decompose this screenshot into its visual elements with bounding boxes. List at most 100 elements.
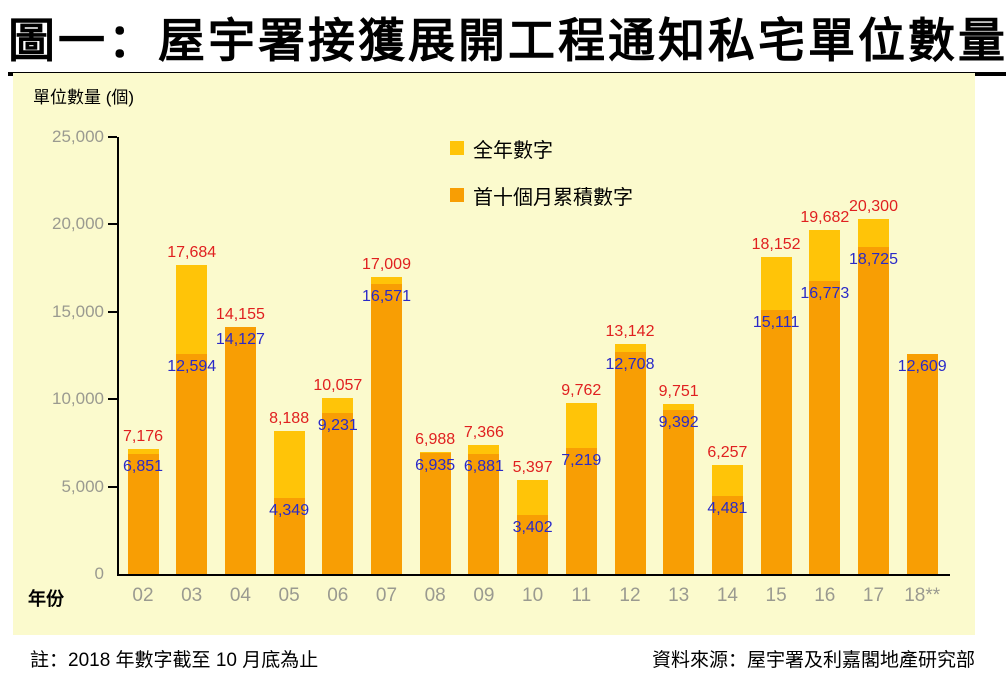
bar-first-ten-months-segment bbox=[176, 353, 208, 574]
bar-full-year-segment bbox=[468, 445, 500, 454]
x-tick-label: 03 bbox=[181, 585, 203, 606]
bar-full-year-segment bbox=[176, 264, 208, 354]
y-tick-mark bbox=[108, 136, 117, 138]
x-axis-line bbox=[117, 574, 950, 576]
bar-full-year-segment bbox=[322, 398, 354, 413]
bar-first-ten-months-segment bbox=[419, 452, 451, 574]
bar-full-year-segment bbox=[809, 229, 841, 281]
x-tick-label: 02 bbox=[132, 585, 154, 606]
bar-first-ten-months-segment bbox=[614, 351, 646, 574]
value-label-first-ten-months: 3,402 bbox=[512, 518, 553, 536]
bar-first-ten-months-segment bbox=[127, 454, 159, 574]
x-tick-label: 18** bbox=[904, 585, 941, 606]
legend-swatch-first-ten-months-icon bbox=[450, 188, 464, 202]
bar-first-ten-months-segment bbox=[565, 447, 597, 574]
value-label-full-year: 17,684 bbox=[167, 243, 217, 261]
value-label-first-ten-months: 9,392 bbox=[658, 413, 699, 431]
value-label-full-year: 19,682 bbox=[800, 208, 850, 226]
value-label-full-year: 7,176 bbox=[122, 427, 164, 445]
bar-first-ten-months-segment bbox=[322, 412, 354, 574]
legend-label-first-ten-months: 首十個月累積數字 bbox=[473, 186, 633, 209]
footnote: 註：2018 年數字截至 10 月底為止 bbox=[30, 650, 319, 671]
y-tick-mark bbox=[108, 398, 117, 401]
bar-full-year-segment bbox=[614, 344, 646, 352]
legend-swatch-full-year-icon bbox=[450, 141, 464, 155]
value-label-full-year: 5,397 bbox=[512, 458, 553, 476]
x-tick-label: 15 bbox=[765, 585, 787, 606]
value-label-first-ten-months: 6,881 bbox=[463, 457, 504, 475]
value-label-full-year: 14,155 bbox=[215, 305, 265, 323]
y-tick-mark bbox=[108, 485, 117, 488]
x-tick-label: 07 bbox=[375, 585, 398, 606]
x-axis-title: 年份 bbox=[28, 589, 64, 609]
x-tick-label: 13 bbox=[668, 585, 690, 606]
bar-first-ten-months-segment bbox=[224, 327, 256, 574]
y-tick-label: 5,000 bbox=[61, 476, 104, 496]
y-tick-label: 25,000 bbox=[52, 127, 104, 146]
value-label-first-ten-months: 18,725 bbox=[849, 250, 898, 268]
value-label-full-year: 13,142 bbox=[605, 323, 655, 341]
bar-first-ten-months-segment bbox=[760, 309, 792, 574]
value-label-first-ten-months: 7,219 bbox=[561, 451, 602, 469]
value-label-full-year: 20,300 bbox=[849, 198, 898, 216]
bar-first-ten-months-segment bbox=[517, 514, 549, 574]
source: 資料來源：屋宇署及利嘉閣地產研究部 bbox=[651, 650, 975, 671]
legend: 全年數字 首十個月累積數字 bbox=[450, 134, 633, 228]
y-tick-label: 20,000 bbox=[52, 214, 104, 234]
value-label-first-ten-months: 16,773 bbox=[800, 284, 850, 302]
x-tick-label: 14 bbox=[716, 585, 738, 606]
value-label-first-ten-months: 4,349 bbox=[269, 501, 310, 519]
value-label-full-year: 7,366 bbox=[463, 424, 504, 442]
bar-full-year-segment bbox=[127, 448, 159, 455]
bar-full-year-segment bbox=[371, 276, 402, 285]
value-label-full-year: 6,257 bbox=[707, 443, 748, 461]
bar-first-ten-months-segment bbox=[273, 497, 305, 574]
bar-first-ten-months-segment bbox=[663, 409, 695, 574]
value-label-first-ten-months: 6,851 bbox=[122, 458, 164, 476]
y-tick-label: 15,000 bbox=[52, 301, 104, 321]
value-label-first-ten-months: 15,111 bbox=[752, 313, 800, 331]
value-label-first-ten-months: 6,935 bbox=[415, 456, 456, 474]
value-label-first-ten-months: 12,708 bbox=[605, 355, 655, 373]
value-label-first-ten-months: 9,231 bbox=[317, 416, 358, 434]
value-label-first-ten-months: 16,571 bbox=[362, 288, 411, 306]
x-tick-label: 08 bbox=[424, 585, 446, 606]
chart-panel: 單位數量 (個) 全年數字 首十個月累積數字 0 5,000 10,000 15,00… bbox=[13, 73, 975, 635]
bar-chart-plot: 0 5,000 10,000 15,000 20,000 25,000 7,176 6,851… bbox=[13, 73, 975, 635]
x-tick-label: 10 bbox=[522, 585, 544, 606]
bar-first-ten-months-segment bbox=[468, 453, 500, 574]
bar-full-year-segment bbox=[517, 479, 549, 515]
bar-first-ten-months-segment bbox=[711, 495, 743, 574]
value-label-full-year: 10,057 bbox=[313, 377, 363, 395]
legend-item-first-ten-months: 首十個月累積數字 bbox=[450, 181, 633, 209]
bar-first-ten-months-segment bbox=[906, 353, 938, 574]
y-axis-line bbox=[117, 137, 119, 574]
y-tick-label: 0 bbox=[94, 564, 104, 583]
bar-full-year-segment bbox=[565, 403, 597, 448]
x-tick-label: 16 bbox=[814, 585, 836, 606]
bar-first-ten-months-segment bbox=[858, 246, 889, 574]
value-label-full-year: 9,751 bbox=[658, 382, 699, 400]
y-tick-mark bbox=[108, 223, 117, 226]
value-label-full-year: 6,988 bbox=[415, 430, 456, 448]
bar-full-year-segment bbox=[760, 256, 792, 310]
x-tick-label: 09 bbox=[473, 585, 495, 606]
value-label-first-ten-months: 14,127 bbox=[215, 331, 265, 349]
figure-title-text: 圖一：屋宇署接獲展開工程通知私宅單位數量 bbox=[8, 2, 1006, 76]
value-label-first-ten-months: 12,609 bbox=[897, 357, 947, 375]
y-tick-label: 10,000 bbox=[52, 389, 104, 409]
x-tick-label: 05 bbox=[278, 585, 300, 606]
y-tick-mark bbox=[108, 310, 117, 313]
bar-full-year-segment bbox=[273, 430, 305, 498]
figure-title: 圖一：屋宇署接獲展開工程通知私宅單位數量 bbox=[8, 2, 1006, 76]
bar-full-year-segment bbox=[419, 451, 451, 453]
value-label-first-ten-months: 4,481 bbox=[707, 499, 748, 517]
x-tick-label: 11 bbox=[571, 585, 592, 606]
value-label-first-ten-months: 12,594 bbox=[167, 357, 217, 375]
x-tick-label: 06 bbox=[327, 585, 349, 606]
x-tick-label: 12 bbox=[619, 585, 641, 606]
value-label-full-year: 9,762 bbox=[561, 382, 602, 400]
legend-item-full-year: 全年數字 bbox=[450, 134, 633, 162]
bar-first-ten-months-segment bbox=[809, 280, 841, 574]
